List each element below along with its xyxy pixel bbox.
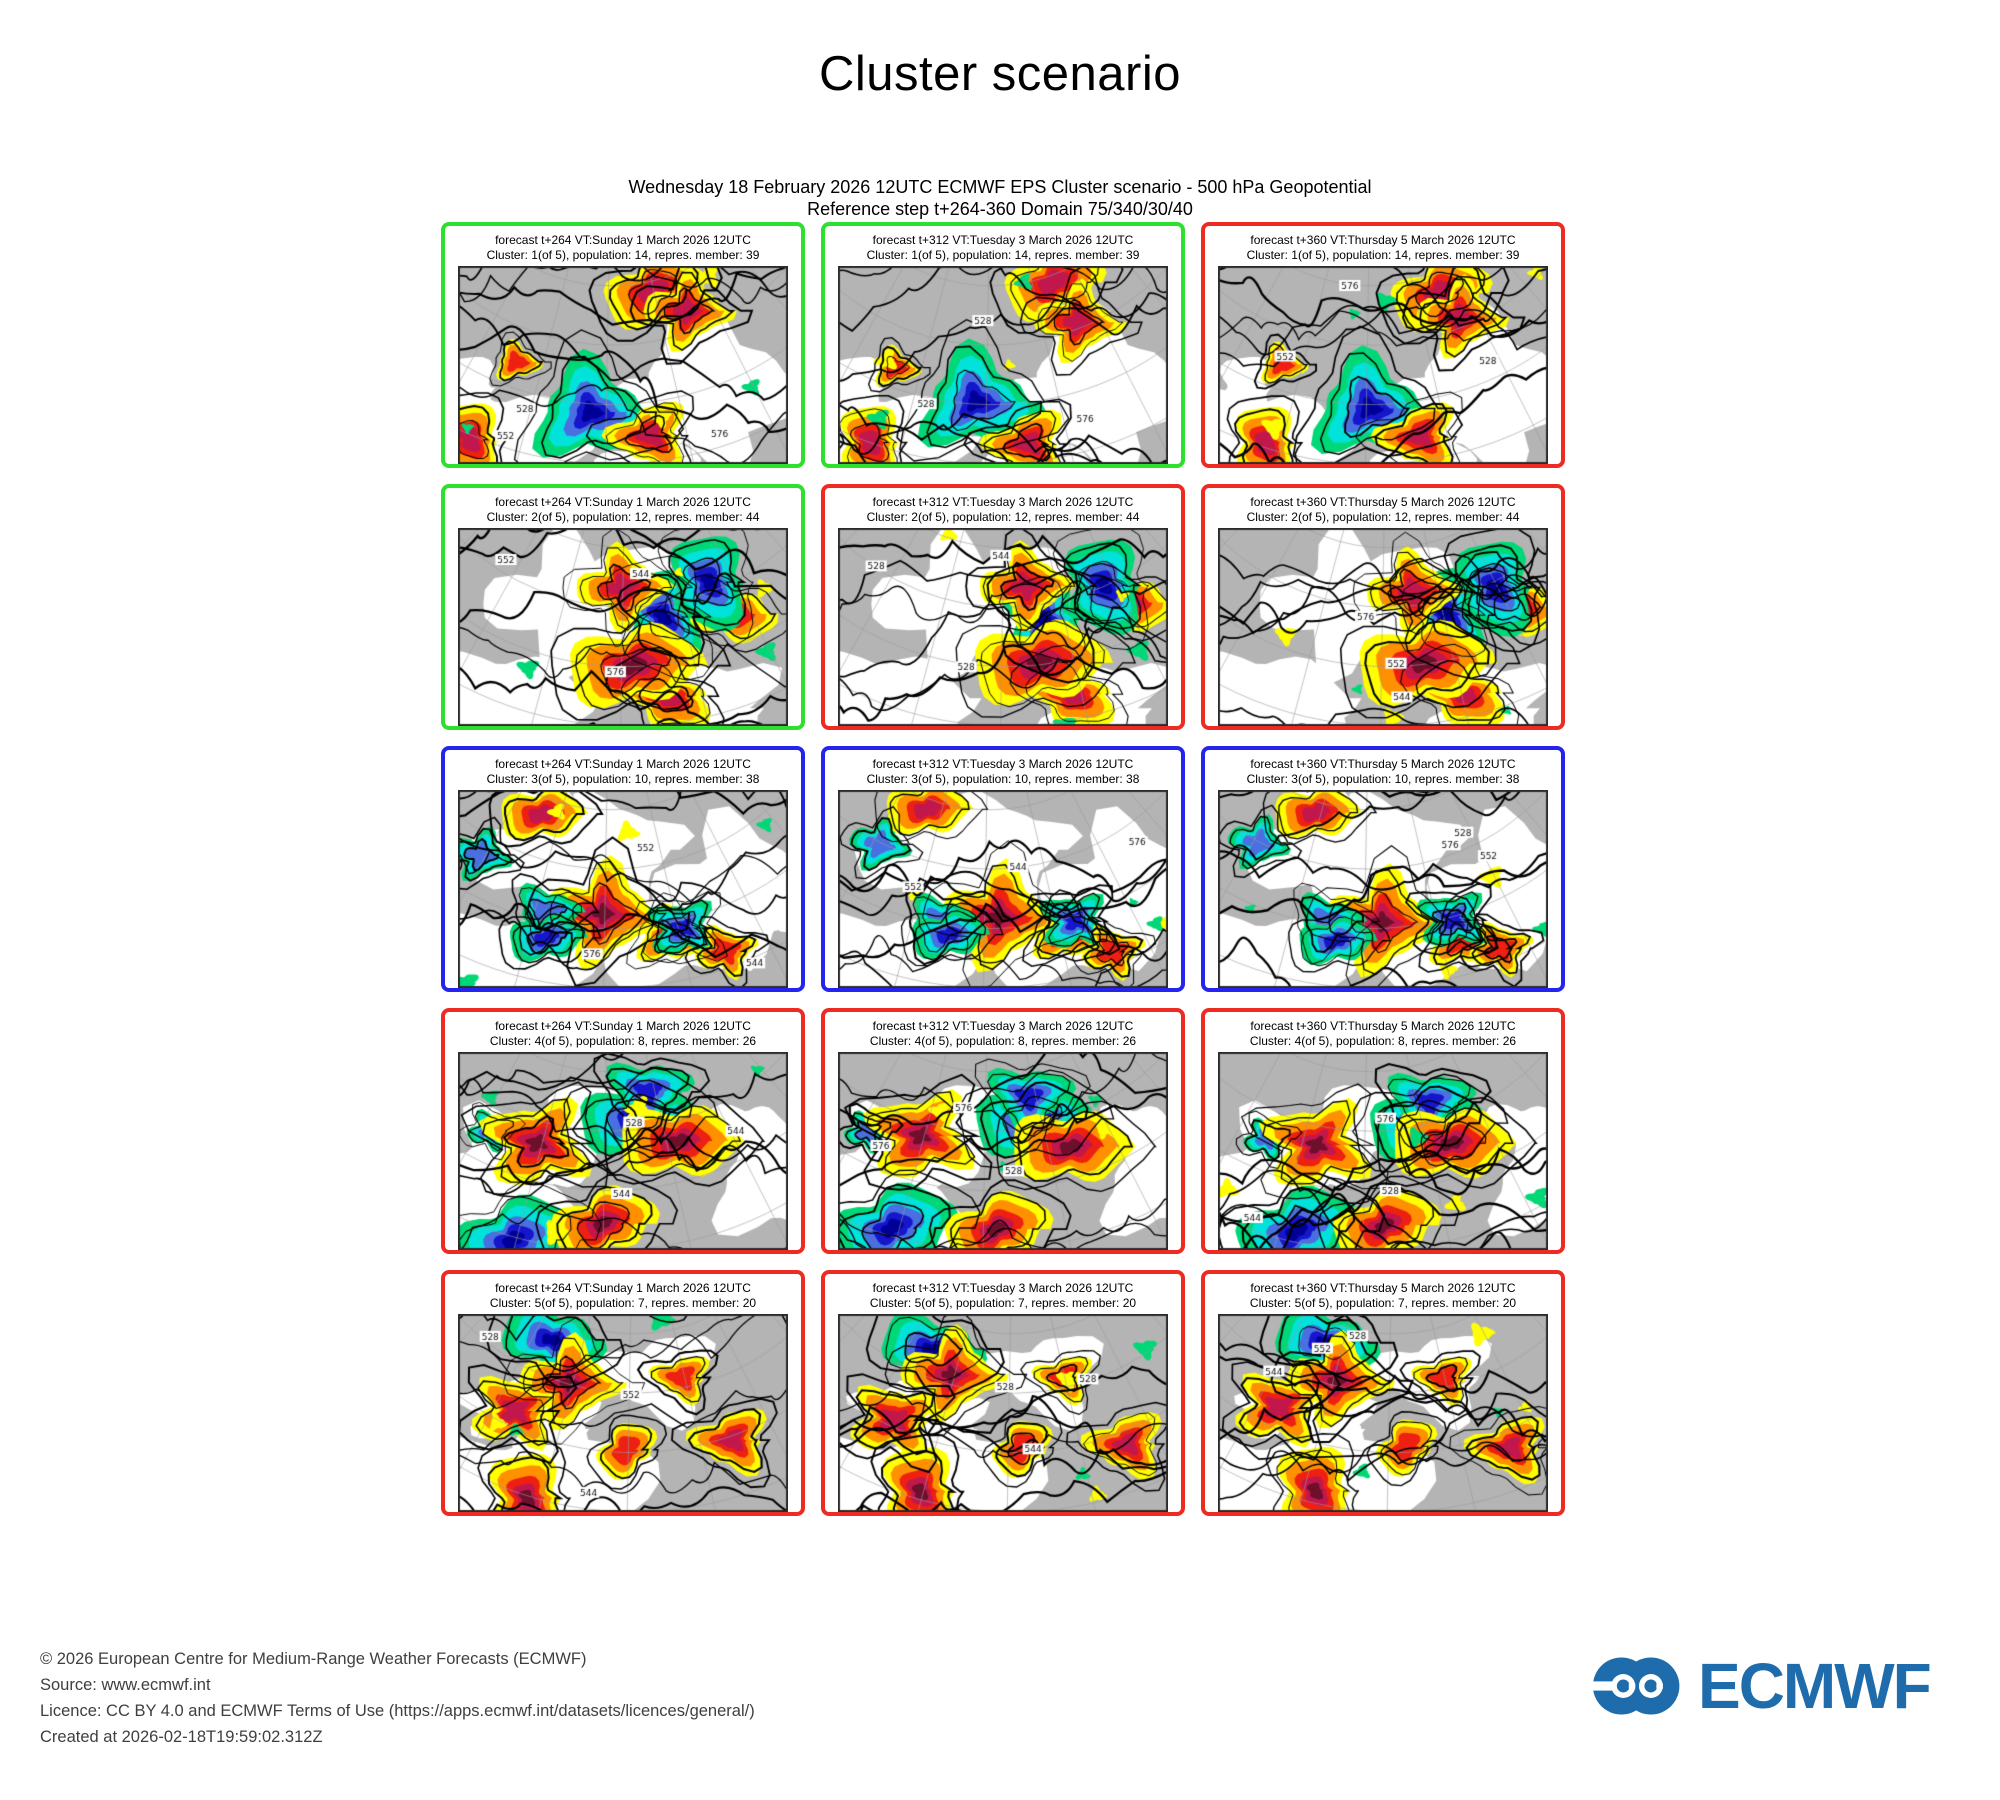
panel-forecast-line: forecast t+360 VT:Thursday 5 March 2026 … [1250, 495, 1516, 509]
ecmwf-logo: ECMWF [1592, 1650, 1932, 1722]
geopotential-map [1218, 1314, 1548, 1512]
geopotential-map [458, 790, 788, 988]
footer: © 2026 European Centre for Medium-Range … [40, 1646, 755, 1750]
cluster-panel: forecast t+360 VT:Thursday 5 March 2026 … [1201, 1270, 1565, 1516]
subtitle-line-1: Wednesday 18 February 2026 12UTC ECMWF E… [628, 177, 1372, 197]
panel-forecast-line: forecast t+312 VT:Tuesday 3 March 2026 1… [872, 757, 1134, 771]
chart-subtitle: Wednesday 18 February 2026 12UTC ECMWF E… [0, 176, 2000, 220]
geopotential-map [838, 1314, 1168, 1512]
panel-cluster-line: Cluster: 4(of 5), population: 8, repres.… [869, 1034, 1137, 1048]
panel-forecast-line: forecast t+360 VT:Thursday 5 March 2026 … [1250, 757, 1516, 771]
footer-created: Created at 2026-02-18T19:59:02.312Z [40, 1728, 323, 1746]
panel-forecast-line: forecast t+264 VT:Sunday 1 March 2026 12… [495, 233, 751, 247]
geopotential-map [1218, 266, 1548, 464]
geopotential-map [458, 1052, 788, 1250]
ecmwf-logo-text: ECMWF [1698, 1650, 1932, 1722]
geopotential-map [1218, 790, 1548, 988]
panel-forecast-line: forecast t+312 VT:Tuesday 3 March 2026 1… [872, 1281, 1134, 1295]
panel-forecast-line: forecast t+264 VT:Sunday 1 March 2026 12… [495, 1281, 751, 1295]
panel-forecast-line: forecast t+264 VT:Sunday 1 March 2026 12… [495, 495, 751, 509]
geopotential-map [458, 528, 788, 726]
cluster-panel: forecast t+360 VT:Thursday 5 March 2026 … [1201, 484, 1565, 730]
panel-cluster-line: Cluster: 4(of 5), population: 8, repres.… [1249, 1034, 1517, 1048]
footer-source: Source: www.ecmwf.int [40, 1676, 211, 1694]
geopotential-map [1218, 528, 1548, 726]
footer-copyright: © 2026 European Centre for Medium-Range … [40, 1650, 587, 1668]
cluster-panel: forecast t+264 VT:Sunday 1 March 2026 12… [441, 1008, 805, 1254]
cluster-panel: forecast t+360 VT:Thursday 5 March 2026 … [1201, 746, 1565, 992]
cluster-panel: forecast t+264 VT:Sunday 1 March 2026 12… [441, 1270, 805, 1516]
panel-cluster-line: Cluster: 4(of 5), population: 8, repres.… [489, 1034, 757, 1048]
panel-forecast-line: forecast t+312 VT:Tuesday 3 March 2026 1… [872, 495, 1134, 509]
ecmwf-logo-icon [1592, 1650, 1680, 1722]
panel-forecast-line: forecast t+264 VT:Sunday 1 March 2026 12… [495, 757, 751, 771]
panel-cluster-line: Cluster: 5(of 5), population: 7, repres.… [1249, 1296, 1517, 1310]
cluster-panel: forecast t+264 VT:Sunday 1 March 2026 12… [441, 222, 805, 468]
panel-forecast-line: forecast t+264 VT:Sunday 1 March 2026 12… [495, 1019, 751, 1033]
panel-cluster-line: Cluster: 3(of 5), population: 10, repres… [1246, 772, 1520, 786]
cluster-panel-grid: forecast t+264 VT:Sunday 1 March 2026 12… [441, 222, 1565, 1516]
panel-forecast-line: forecast t+360 VT:Thursday 5 March 2026 … [1250, 233, 1516, 247]
panel-cluster-line: Cluster: 2(of 5), population: 12, repres… [1246, 510, 1520, 524]
panel-cluster-line: Cluster: 1(of 5), population: 14, repres… [1246, 248, 1520, 262]
cluster-panel: forecast t+312 VT:Tuesday 3 March 2026 1… [821, 484, 1185, 730]
panel-cluster-line: Cluster: 3(of 5), population: 10, repres… [486, 772, 760, 786]
cluster-panel: forecast t+360 VT:Thursday 5 March 2026 … [1201, 1008, 1565, 1254]
panel-forecast-line: forecast t+312 VT:Tuesday 3 March 2026 1… [872, 233, 1134, 247]
cluster-panel: forecast t+312 VT:Tuesday 3 March 2026 1… [821, 1008, 1185, 1254]
panel-forecast-line: forecast t+360 VT:Thursday 5 March 2026 … [1250, 1281, 1516, 1295]
cluster-panel: forecast t+360 VT:Thursday 5 March 2026 … [1201, 222, 1565, 468]
subtitle-line-2: Reference step t+264-360 Domain 75/340/3… [807, 199, 1193, 219]
panel-cluster-line: Cluster: 2(of 5), population: 12, repres… [486, 510, 760, 524]
panel-cluster-line: Cluster: 1(of 5), population: 14, repres… [866, 248, 1140, 262]
geopotential-map [1218, 1052, 1548, 1250]
panel-forecast-line: forecast t+312 VT:Tuesday 3 March 2026 1… [872, 1019, 1134, 1033]
panel-cluster-line: Cluster: 3(of 5), population: 10, repres… [866, 772, 1140, 786]
cluster-panel: forecast t+312 VT:Tuesday 3 March 2026 1… [821, 1270, 1185, 1516]
panel-forecast-line: forecast t+360 VT:Thursday 5 March 2026 … [1250, 1019, 1516, 1033]
cluster-panel: forecast t+312 VT:Tuesday 3 March 2026 1… [821, 746, 1185, 992]
panel-cluster-line: Cluster: 2(of 5), population: 12, repres… [866, 510, 1140, 524]
cluster-panel: forecast t+264 VT:Sunday 1 March 2026 12… [441, 484, 805, 730]
geopotential-map [838, 1052, 1168, 1250]
geopotential-map [838, 266, 1168, 464]
panel-cluster-line: Cluster: 5(of 5), population: 7, repres.… [869, 1296, 1137, 1310]
geopotential-map [458, 266, 788, 464]
geopotential-map [838, 790, 1168, 988]
page-title: Cluster scenario [818, 47, 1182, 101]
cluster-panel: forecast t+312 VT:Tuesday 3 March 2026 1… [821, 222, 1185, 468]
cluster-panel: forecast t+264 VT:Sunday 1 March 2026 12… [441, 746, 805, 992]
geopotential-map [838, 528, 1168, 726]
panel-cluster-line: Cluster: 1(of 5), population: 14, repres… [486, 248, 760, 262]
panel-cluster-line: Cluster: 5(of 5), population: 7, repres.… [489, 1296, 757, 1310]
geopotential-map [458, 1314, 788, 1512]
footer-licence: Licence: CC BY 4.0 and ECMWF Terms of Us… [40, 1702, 755, 1720]
